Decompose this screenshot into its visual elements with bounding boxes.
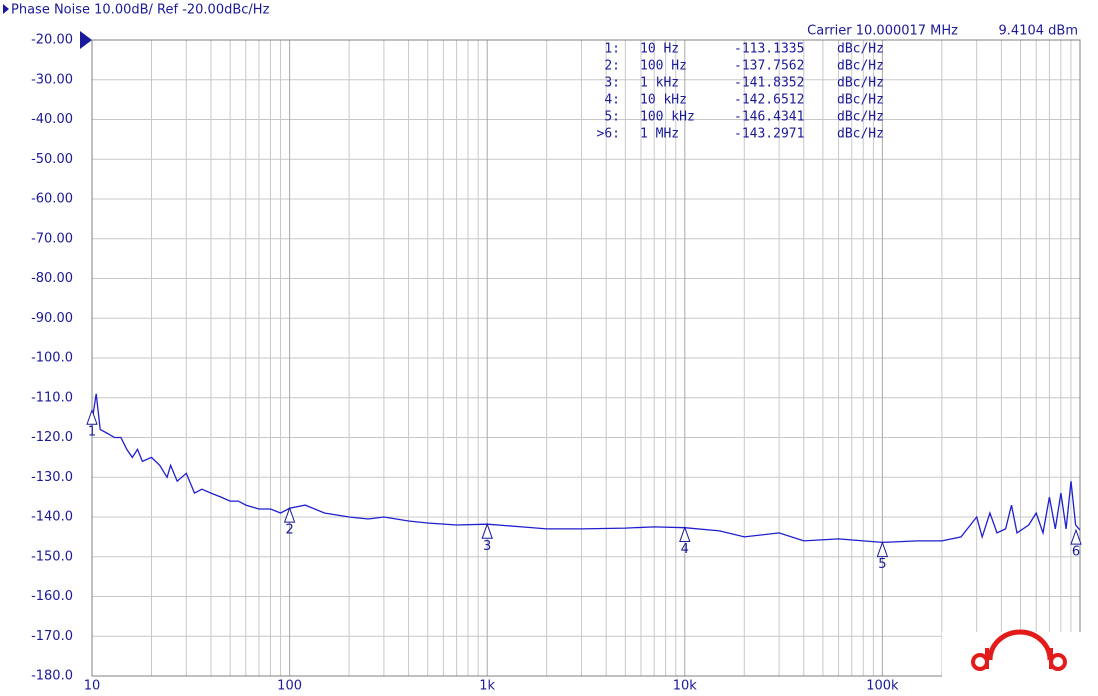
y-tick-label: -110.0 xyxy=(31,390,73,405)
marker-value: -143.2971 xyxy=(734,127,804,142)
marker-value: -137.7562 xyxy=(734,59,804,74)
title-arrow xyxy=(3,4,9,14)
marker-label: 6 xyxy=(1072,545,1080,560)
x-tick-label: 1k xyxy=(479,679,495,694)
marker-freq: 10 Hz xyxy=(640,42,679,57)
y-tick-label: -150.0 xyxy=(31,549,73,564)
marker-unit: dBc/Hz xyxy=(837,76,884,91)
carrier: Carrier 10.000017 MHz xyxy=(807,24,958,39)
x-tick-label: 10k xyxy=(673,679,698,694)
plot-frame xyxy=(91,39,1081,677)
marker-id: 5: xyxy=(604,110,620,125)
marker xyxy=(679,526,691,543)
marker-id: 1: xyxy=(604,42,620,57)
marker-label: 5 xyxy=(878,557,886,572)
y-tick-label: -160.0 xyxy=(31,589,73,604)
y-tick-label: -140.0 xyxy=(31,510,73,525)
y-tick-label: -180.0 xyxy=(31,669,73,684)
y-tick-label: -130.0 xyxy=(31,470,73,485)
marker xyxy=(1070,528,1082,545)
x-tick-label: 10 xyxy=(84,679,101,694)
marker-freq: 100 Hz xyxy=(640,59,687,74)
y-tick-label: -40.00 xyxy=(31,112,73,127)
logo-bg xyxy=(942,632,1098,696)
y-tick-label: -100.0 xyxy=(31,351,73,366)
y-tick-label: -60.00 xyxy=(31,192,73,207)
marker-value: -146.4341 xyxy=(734,110,804,125)
marker-label: 2 xyxy=(285,523,293,538)
y-tick-label: -30.00 xyxy=(31,72,73,87)
chart-title: Phase Noise 10.00dB/ Ref -20.00dBc/Hz xyxy=(11,3,270,18)
trace xyxy=(91,393,1081,544)
logo xyxy=(942,629,1098,696)
y-tick-label: -120.0 xyxy=(31,430,73,445)
marker-freq: 1 kHz xyxy=(640,76,679,91)
y-tick-label: -70.00 xyxy=(31,231,73,246)
y-tick-label: -20.00 xyxy=(31,33,73,48)
marker-value: -142.6512 xyxy=(734,93,804,108)
marker-unit: dBc/Hz xyxy=(837,110,884,125)
y-tick-label: -80.00 xyxy=(31,271,73,286)
marker xyxy=(876,541,889,558)
marker-freq: 100 kHz xyxy=(640,110,695,125)
marker-value: -113.1335 xyxy=(734,42,804,57)
marker-freq: 10 kHz xyxy=(640,93,687,108)
marker-unit: dBc/Hz xyxy=(837,42,884,57)
y-tick-label: -50.00 xyxy=(31,152,73,167)
logo-arc xyxy=(987,629,1053,661)
marker xyxy=(86,408,98,425)
marker-id: 4: xyxy=(604,93,620,108)
marker-label: 1 xyxy=(88,425,96,440)
marker-label: 4 xyxy=(681,542,689,557)
y-tick-label: -90.00 xyxy=(31,311,73,326)
marker-unit: dBc/Hz xyxy=(837,127,884,142)
marker-id: >6: xyxy=(597,127,620,142)
marker-unit: dBc/Hz xyxy=(837,93,884,108)
x-tick-label: 100k xyxy=(866,679,899,694)
carrier-power: 9.4104 dBm xyxy=(999,24,1078,39)
y-tick-label: -170.0 xyxy=(31,629,73,644)
marker-unit: dBc/Hz xyxy=(837,59,884,74)
marker-label: 3 xyxy=(483,539,491,554)
x-tick-label: 100 xyxy=(277,679,302,694)
marker-value: -141.8352 xyxy=(734,76,804,91)
marker xyxy=(481,522,493,539)
marker xyxy=(283,506,296,523)
marker-id: 3: xyxy=(604,76,620,91)
ref-arrow xyxy=(80,31,92,49)
marker-freq: 1 MHz xyxy=(640,127,679,142)
marker-id: 2: xyxy=(604,59,620,74)
